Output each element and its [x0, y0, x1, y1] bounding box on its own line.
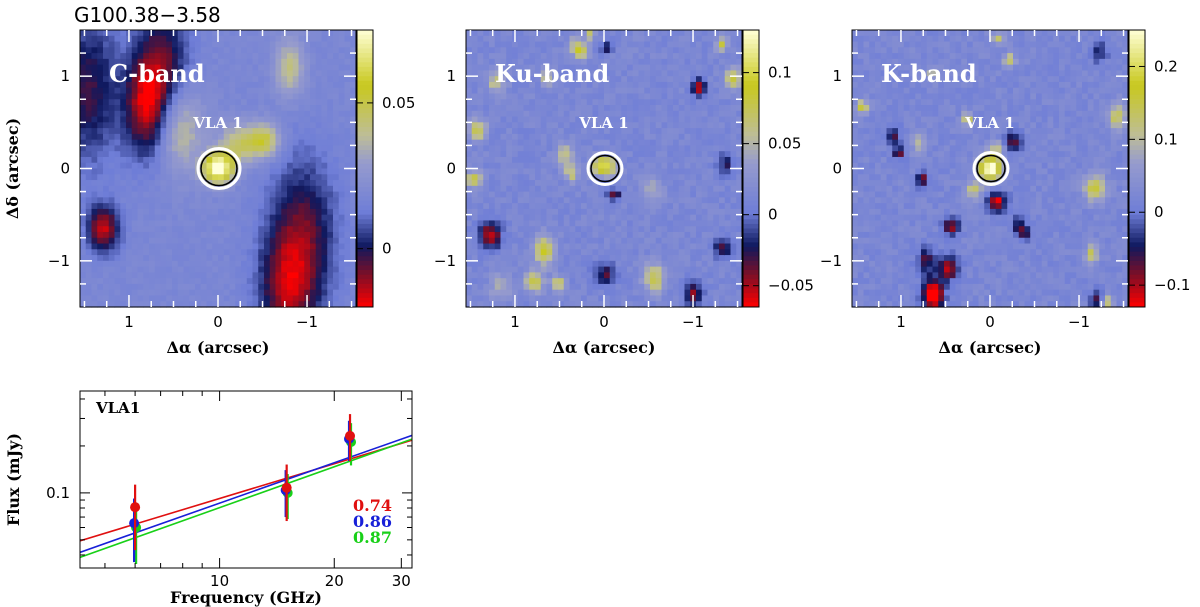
figure-title: G100.38−3.58	[74, 3, 221, 27]
source-label: VLA 1	[578, 114, 628, 132]
source-label: VLA 1	[192, 114, 242, 132]
sed-frame	[79, 390, 413, 569]
colorbar-frame	[1128, 29, 1146, 308]
y-tick-label: 1	[446, 67, 456, 85]
colorbar-tick-label: 0.05	[768, 135, 801, 153]
colorbar-tick-label: 0.1	[1154, 130, 1178, 148]
x-tick-label: 0	[985, 313, 995, 331]
x-axis-label: Δα (arcsec)	[167, 338, 270, 357]
x-tick-label: 0	[213, 313, 223, 331]
y-tick-label: −1	[48, 252, 70, 270]
spectral-index-label: 0.86	[353, 512, 392, 531]
source-contour-inner	[976, 154, 1006, 183]
source-contour-inner	[590, 154, 620, 183]
data-point	[345, 430, 356, 441]
band-label: Ku-band	[495, 59, 610, 88]
source-label: VLA 1	[964, 114, 1014, 132]
map-ticks	[80, 30, 356, 307]
y-tick-label: 1	[832, 67, 842, 85]
spectral-index-label: 0.74	[353, 496, 392, 515]
colorbar: 00.05	[356, 29, 415, 308]
y-tick-label: 0	[832, 160, 842, 178]
sed-x-axis-label: Frequency (GHz)	[170, 588, 322, 607]
sed-y-axis-label: Flux (mJy)	[4, 433, 23, 526]
map-panel-1: 1 0 −1 1 0 −1 Δα (arcsec) Δδ (arcsec) C-band VLA …	[3, 29, 415, 357]
sed-source-label: VLA1	[95, 399, 140, 417]
map-panel-2: 1 0 −1 1 0 −1 Δα (arcsec) Ku-band VLA 1 −0.05 0 0.0…	[434, 29, 814, 357]
x-tick-label: −1	[1068, 313, 1090, 331]
sed-x-tick-label: 30	[392, 572, 411, 590]
x-tick-label: 0	[599, 313, 609, 331]
colorbar-tick-label: 0	[382, 240, 392, 258]
x-axis-label: Δα (arcsec)	[939, 338, 1042, 357]
colorbar-frame	[356, 29, 374, 308]
source-contour-outer	[196, 147, 242, 190]
band-label: C-band	[109, 59, 205, 88]
x-tick-label: 1	[510, 313, 520, 331]
y-tick-label: 0	[446, 160, 456, 178]
colorbar-tick-label: 0.1	[768, 64, 792, 82]
x-tick-label: −1	[682, 313, 704, 331]
colorbar-tick-label: 0.2	[1154, 57, 1178, 75]
colorbar-frame	[742, 29, 760, 308]
map-image	[80, 30, 357, 308]
map-ticks	[852, 30, 1128, 307]
x-axis-label: Δα (arcsec)	[553, 338, 656, 357]
x-tick-label: −1	[296, 313, 318, 331]
band-label: K-band	[881, 59, 977, 88]
colorbar-tick-label: 0.05	[382, 94, 415, 112]
colorbar-tick-label: 0	[1154, 203, 1164, 221]
source-contour-outer	[586, 151, 624, 186]
spectral-index-label: 0.87	[353, 528, 392, 547]
y-tick-label: −1	[434, 252, 456, 270]
sed-x-tick-label: 20	[325, 572, 344, 590]
x-tick-label: 1	[124, 313, 134, 331]
sed-ticks	[80, 391, 412, 568]
data-point	[130, 502, 141, 513]
colorbar-tick-label: −0.1	[1154, 276, 1190, 294]
x-tick-label: 1	[896, 313, 906, 331]
colorbar: −0.1 0 0.1 0.2	[1128, 29, 1190, 308]
sed-panel: 10 20 30 0.1 Frequency (GHz) Flux (mJy) VLA1 0.…	[4, 390, 413, 607]
colorbar-tick-label: −0.05	[768, 277, 814, 295]
colorbar: −0.05 0 0.05 0.1	[742, 29, 814, 308]
y-tick-label: −1	[820, 252, 842, 270]
source-contour-outer	[972, 151, 1010, 186]
map-image	[852, 30, 1129, 308]
y-tick-label: 1	[60, 67, 70, 85]
sed-x-tick-label: 10	[210, 572, 229, 590]
map-ticks	[466, 30, 742, 307]
colorbar-tick-label: 0	[768, 206, 778, 224]
y-axis-label: Δδ (arcsec)	[3, 118, 22, 219]
sed-y-tick-label: 0.1	[46, 484, 70, 502]
data-point	[281, 482, 292, 493]
source-contour-inner	[200, 150, 238, 187]
map-panel-3: 1 0 −1 1 0 −1 Δα (arcsec) K-band VLA 1 −0.1 0 0.1 0.…	[820, 29, 1190, 357]
y-tick-label: 0	[60, 160, 70, 178]
